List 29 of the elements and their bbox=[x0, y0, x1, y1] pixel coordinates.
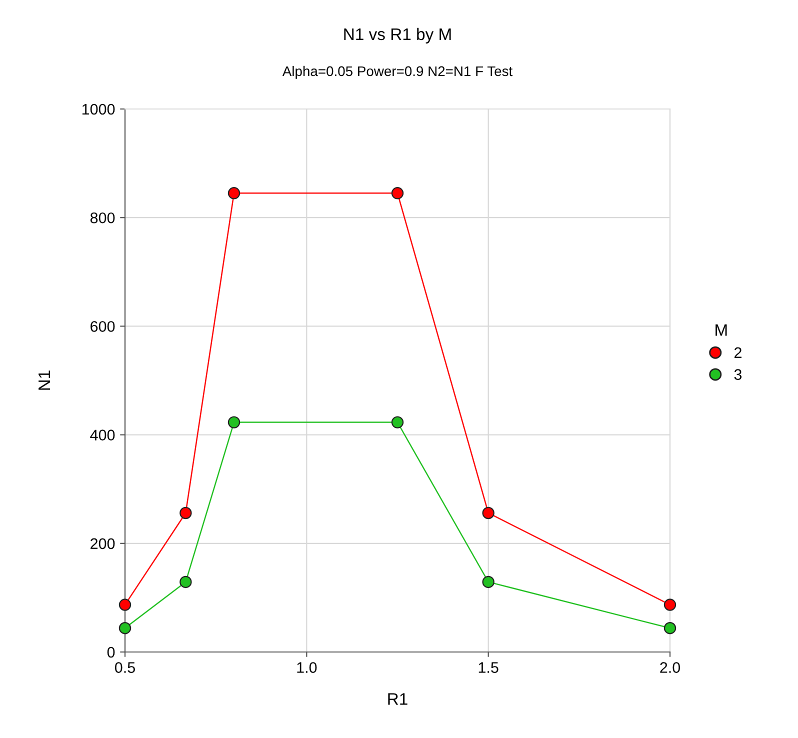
point bbox=[228, 187, 240, 200]
x-tick-label: 0.5 bbox=[114, 662, 135, 673]
point bbox=[118, 622, 132, 634]
x-axis-title: R1 bbox=[388, 693, 408, 705]
legend-label: 2 bbox=[734, 347, 742, 358]
point bbox=[391, 187, 404, 200]
y-tick-label: 800 bbox=[90, 212, 115, 224]
point bbox=[482, 506, 494, 520]
chart-subtitle: Alpha=0.05 Power=0.9 N2=N1 F Test bbox=[282, 66, 513, 79]
chart-title: N1 vs R1 by M bbox=[344, 28, 451, 44]
y-axis-title: N1 bbox=[38, 370, 50, 390]
y-tick-label: 400 bbox=[90, 430, 115, 440]
point bbox=[118, 598, 132, 611]
legend-label: 3 bbox=[734, 369, 742, 380]
x-tick-label: 2.0 bbox=[660, 662, 680, 673]
point bbox=[482, 576, 494, 588]
y-tick-label: 0 bbox=[107, 646, 115, 658]
point bbox=[180, 576, 192, 588]
x-tick-label: 1.0 bbox=[297, 662, 317, 673]
legend-title: M bbox=[716, 324, 727, 336]
point bbox=[180, 506, 192, 520]
y-tick-label: 1000 bbox=[82, 104, 115, 115]
point bbox=[664, 622, 676, 634]
x-tick-label: 1.5 bbox=[478, 662, 498, 673]
point bbox=[664, 598, 676, 611]
y-tick-label: 600 bbox=[90, 321, 115, 332]
y-tick-label: 200 bbox=[90, 538, 115, 550]
point bbox=[391, 416, 404, 428]
point bbox=[228, 416, 240, 428]
